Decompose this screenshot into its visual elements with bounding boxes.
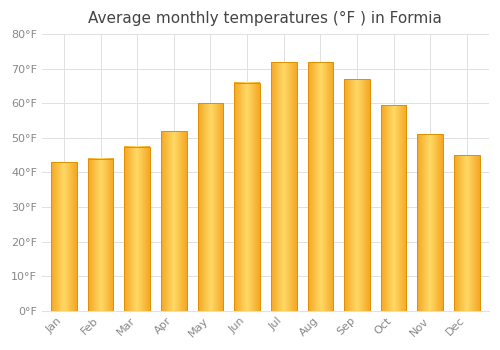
Bar (271, 62, 296, 310)
Bar (51, 162, 77, 310)
Bar (454, 155, 479, 310)
Bar (198, 103, 224, 310)
Bar (234, 83, 260, 310)
Bar (418, 134, 443, 310)
Bar (124, 147, 150, 310)
Bar (308, 62, 333, 310)
Title: Average monthly temperatures (°F ) in Formia: Average monthly temperatures (°F ) in Fo… (88, 11, 442, 26)
Bar (161, 131, 186, 310)
Bar (344, 79, 370, 310)
Bar (88, 159, 114, 310)
Bar (381, 105, 406, 310)
